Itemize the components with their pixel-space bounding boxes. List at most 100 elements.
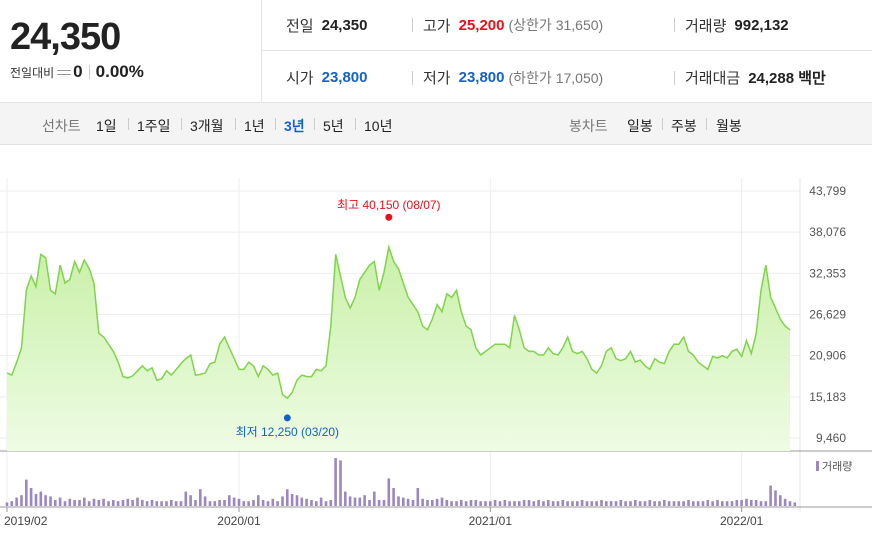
- amount-label: 거래대금: [685, 70, 741, 87]
- x-tick-label: 2020/01: [217, 514, 261, 528]
- divider: [128, 118, 129, 130]
- volume-bar: [498, 501, 502, 506]
- volume-bar: [484, 501, 487, 506]
- volume-bar: [426, 500, 429, 506]
- candle-monthly[interactable]: 월봉: [716, 118, 742, 134]
- volume-bar: [155, 501, 159, 506]
- volume-bar: [619, 500, 623, 506]
- period-1w[interactable]: 1주일: [137, 118, 171, 134]
- volume-bar: [440, 497, 444, 506]
- high-label: 최고 40,150 (08/07): [337, 198, 440, 212]
- volume-bar: [112, 500, 115, 506]
- volume-bar: [435, 498, 439, 506]
- volume-bar: [677, 501, 681, 506]
- candle-daily[interactable]: 일봉: [627, 118, 653, 134]
- change-rate: 0.00%: [95, 62, 144, 81]
- period-10y[interactable]: 10년: [364, 118, 393, 134]
- period-3y[interactable]: 3년: [284, 118, 305, 134]
- volume-bar: [740, 500, 743, 506]
- low-label: 저가: [423, 70, 451, 87]
- volume-bar: [643, 501, 647, 506]
- volume-bar: [305, 498, 308, 506]
- divider: [275, 118, 276, 130]
- volume-bar: [29, 488, 33, 506]
- volume-legend-swatch: [816, 461, 819, 471]
- volume-bar: [223, 500, 226, 506]
- x-tick-label: 2021/01: [469, 514, 513, 528]
- volume-value: 992,132: [734, 16, 789, 34]
- volume-bar: [83, 497, 86, 506]
- volume-bar: [624, 501, 627, 506]
- volume-bar: [658, 501, 661, 506]
- volume-bar: [551, 501, 555, 506]
- volume-bar: [344, 491, 347, 506]
- volume-bar: [242, 501, 246, 506]
- lower-limit: (하한가 17,050): [508, 69, 604, 86]
- volume-bar: [261, 500, 265, 506]
- volume-bar: [614, 501, 618, 506]
- volume-bar: [474, 500, 478, 506]
- volume-bar: [97, 500, 101, 506]
- volume-bar: [783, 498, 787, 506]
- volume-bar: [20, 495, 23, 506]
- volume-bar: [58, 497, 62, 506]
- volume-bar: [518, 501, 521, 506]
- divider: [235, 118, 236, 130]
- volume-bar: [87, 501, 91, 506]
- period-1y[interactable]: 1년: [244, 118, 265, 134]
- amount-value: 24,288 백만: [748, 70, 826, 87]
- volume-bar: [692, 501, 695, 506]
- volume-bar: [754, 500, 758, 506]
- period-5y[interactable]: 5년: [323, 118, 344, 134]
- volume-bar: [44, 495, 47, 506]
- divider: [674, 18, 675, 32]
- volume-bar: [788, 501, 792, 506]
- divider: [314, 118, 315, 130]
- volume-bar: [445, 500, 449, 506]
- volume-bar: [54, 500, 57, 506]
- period-3m[interactable]: 3개월: [190, 118, 224, 134]
- upper-limit: (상한가 31,650): [508, 17, 604, 33]
- divider: [674, 70, 675, 85]
- volume-bar: [189, 495, 192, 506]
- volume-bar: [431, 500, 434, 506]
- volume-bar: [363, 495, 366, 506]
- volume-bar: [136, 497, 139, 506]
- volume-bar: [638, 501, 642, 506]
- volume-bar: [667, 501, 671, 506]
- volume-bar: [450, 501, 453, 506]
- y-tick-label: 9,460: [816, 431, 846, 445]
- open-cell: 시가 23,800: [286, 67, 368, 88]
- candle-weekly[interactable]: 주봉: [671, 118, 697, 134]
- volume-bar: [469, 500, 473, 506]
- period-1d[interactable]: 1일: [96, 118, 117, 134]
- flat-icon: [57, 69, 72, 75]
- volume-bar: [382, 500, 386, 506]
- volume-bar: [580, 500, 584, 506]
- volume-bar: [295, 495, 299, 506]
- volume-bar: [590, 501, 594, 506]
- volume-bar: [107, 501, 110, 506]
- volume-bar: [585, 501, 589, 506]
- volume-bar: [310, 500, 313, 506]
- divider: [412, 18, 413, 32]
- high-point: [385, 213, 393, 221]
- volume-bar: [672, 501, 676, 506]
- y-tick-label: 20,906: [809, 349, 846, 363]
- low-label: 최저 12,250 (03/20): [236, 425, 339, 439]
- volume-bar: [730, 501, 734, 506]
- volume-bar: [5, 502, 9, 506]
- volume-bar: [687, 500, 690, 506]
- volume-bar: [339, 460, 342, 506]
- volume-bar: [653, 501, 656, 506]
- y-axis: 43,799 38,076 32,353 26,629 20,906 15,183 9,46…: [809, 184, 846, 445]
- volume-bar: [397, 496, 400, 506]
- high-cell: 고가 25,200 (상한가 31,650): [412, 15, 603, 36]
- volume-bar: [411, 500, 415, 506]
- volume-bar: [92, 498, 96, 506]
- divider: [181, 118, 182, 130]
- volume-bar: [416, 488, 420, 506]
- volume-bar: [464, 501, 468, 506]
- volume-bar: [566, 501, 569, 506]
- volume-bar: [595, 501, 598, 506]
